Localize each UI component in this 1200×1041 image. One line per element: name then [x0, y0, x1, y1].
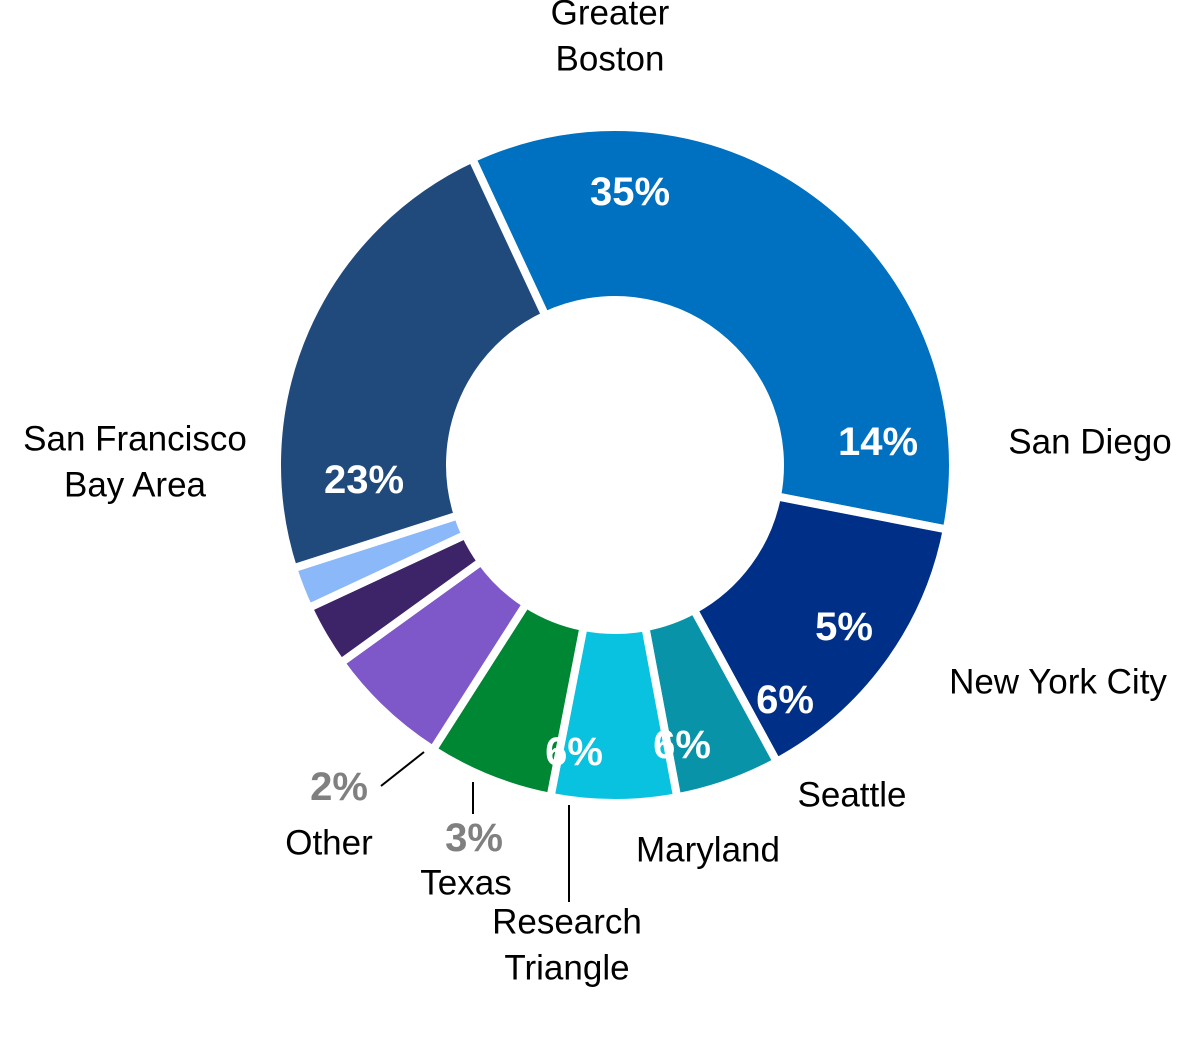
percent-label-maryland: 6% — [653, 723, 711, 767]
category-label-research-triangle: Research Triangle — [492, 903, 642, 988]
percent-label-san-diego: 14% — [838, 420, 918, 464]
leader-line-other — [380, 751, 425, 787]
category-label-line: Seattle — [798, 776, 907, 815]
percent-label-seattle: 6% — [756, 678, 814, 722]
category-label-greater-boston: Greater Boston — [551, 0, 670, 79]
category-label-line: Research — [492, 903, 642, 942]
category-label-line: Triangle — [504, 949, 629, 988]
category-label-maryland: Maryland — [636, 831, 780, 870]
category-label-line: Other — [285, 824, 373, 863]
slices-group — [273, 123, 957, 807]
category-label-line: New York City — [949, 663, 1167, 702]
percent-label-texas: 3% — [445, 816, 503, 860]
slice-greater-boston — [466, 123, 957, 535]
category-label-san-diego: San Diego — [1008, 423, 1171, 462]
leader-lines-group — [380, 751, 570, 902]
category-label-line: San Diego — [1008, 423, 1171, 462]
percent-label-new-york-city: 5% — [815, 605, 873, 649]
percent-label-san-francisco-bay-area: 23% — [324, 458, 404, 502]
percent-label-other: 2% — [310, 765, 368, 809]
slice-san-francisco-bay-area — [273, 153, 551, 574]
category-label-seattle: Seattle — [798, 776, 907, 815]
category-label-line: Greater — [551, 0, 670, 33]
category-label-other: Other — [285, 824, 373, 863]
category-label-line: San Francisco — [23, 420, 247, 459]
percent-label-research-triangle: 6% — [545, 730, 603, 774]
category-labels-group: Greater Boston San Diego New York City Seatt… — [23, 0, 1172, 988]
category-label-line: Texas — [420, 864, 511, 903]
category-label-line: Maryland — [636, 831, 780, 870]
category-label-texas: Texas — [420, 864, 511, 903]
percent-label-greater-boston: 35% — [590, 170, 670, 214]
category-label-new-york-city: New York City — [949, 663, 1167, 702]
category-label-san-francisco-bay-area: San Francisco Bay Area — [23, 420, 247, 505]
percent-labels-group: 35%14%5%6%6%6%3%2%23% — [310, 170, 918, 860]
category-label-line: Boston — [556, 40, 665, 79]
slice-san-diego — [688, 491, 952, 768]
category-label-line: Bay Area — [64, 466, 207, 505]
